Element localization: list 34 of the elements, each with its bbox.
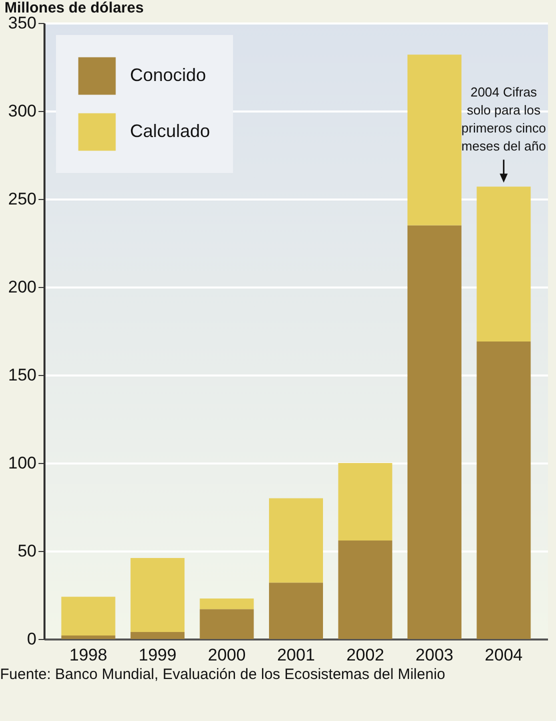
bar bbox=[61, 635, 116, 639]
bar bbox=[200, 598, 254, 610]
y-tick-label: 100 bbox=[8, 454, 36, 472]
y-tick-label: 300 bbox=[8, 102, 36, 120]
x-tick-label: 2001 bbox=[277, 646, 315, 664]
source-note: Fuente: Banco Mundial, Evaluación de los Ecosistemas del Milenio bbox=[0, 666, 446, 683]
bar bbox=[476, 186, 531, 342]
y-tick-label: 200 bbox=[8, 278, 36, 296]
bar bbox=[338, 463, 392, 540]
legend-label: Calculado bbox=[130, 121, 210, 141]
y-tick-label: 50 bbox=[18, 542, 36, 560]
x-tick-label: 1998 bbox=[69, 646, 108, 664]
bar bbox=[269, 582, 323, 639]
x-tick-label: 2000 bbox=[208, 646, 246, 664]
bar bbox=[338, 540, 392, 639]
annotation: 2004 Cifras solo para los primeros cinco meses del año bbox=[461, 84, 546, 154]
y-tick-label: 350 bbox=[8, 14, 36, 32]
y-tick-label: 250 bbox=[8, 190, 36, 208]
bar bbox=[407, 54, 462, 226]
y-tick-label: 150 bbox=[8, 366, 36, 384]
legend-label: Conocido bbox=[130, 65, 206, 85]
x-tick-label: 1999 bbox=[138, 646, 176, 664]
bar bbox=[269, 498, 323, 583]
x-tick-label: 2003 bbox=[416, 646, 454, 664]
bar bbox=[61, 596, 116, 636]
x-tick-label: 2004 bbox=[484, 646, 523, 664]
y-axis-title: Millones de dólares bbox=[4, 0, 144, 16]
bar bbox=[200, 609, 254, 639]
y-tick-label: 0 bbox=[27, 630, 36, 648]
bar bbox=[407, 225, 462, 639]
bar bbox=[476, 342, 531, 639]
bar bbox=[130, 632, 185, 639]
x-tick-label: 2002 bbox=[346, 646, 384, 664]
bar bbox=[130, 558, 185, 632]
